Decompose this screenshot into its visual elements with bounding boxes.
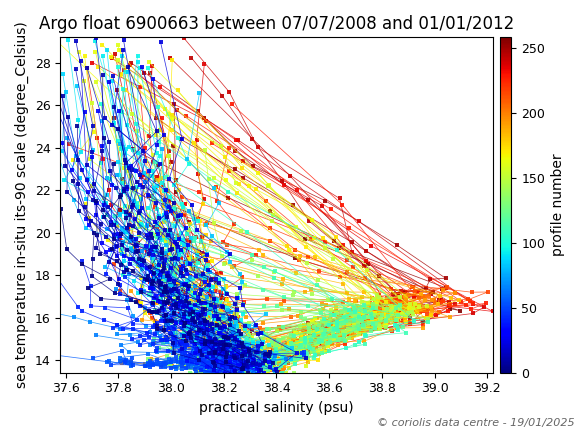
Title: Argo float 6900663 between 07/07/2008 and 01/01/2012: Argo float 6900663 between 07/07/2008 an… [39, 15, 514, 33]
Y-axis label: profile number: profile number [550, 154, 565, 256]
Y-axis label: sea temperature in-situ its-90 scale (degree_Celsius): sea temperature in-situ its-90 scale (de… [15, 22, 29, 388]
Text: © coriolis data centre - 19/01/2025: © coriolis data centre - 19/01/2025 [376, 418, 574, 428]
X-axis label: practical salinity (psu): practical salinity (psu) [199, 401, 354, 415]
